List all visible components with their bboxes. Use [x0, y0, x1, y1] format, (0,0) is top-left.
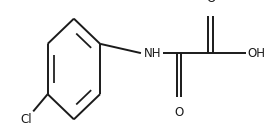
Text: OH: OH	[247, 47, 266, 60]
Text: O: O	[206, 0, 215, 5]
Text: O: O	[175, 106, 184, 119]
Text: Cl: Cl	[20, 113, 32, 126]
Text: NH: NH	[144, 47, 161, 60]
